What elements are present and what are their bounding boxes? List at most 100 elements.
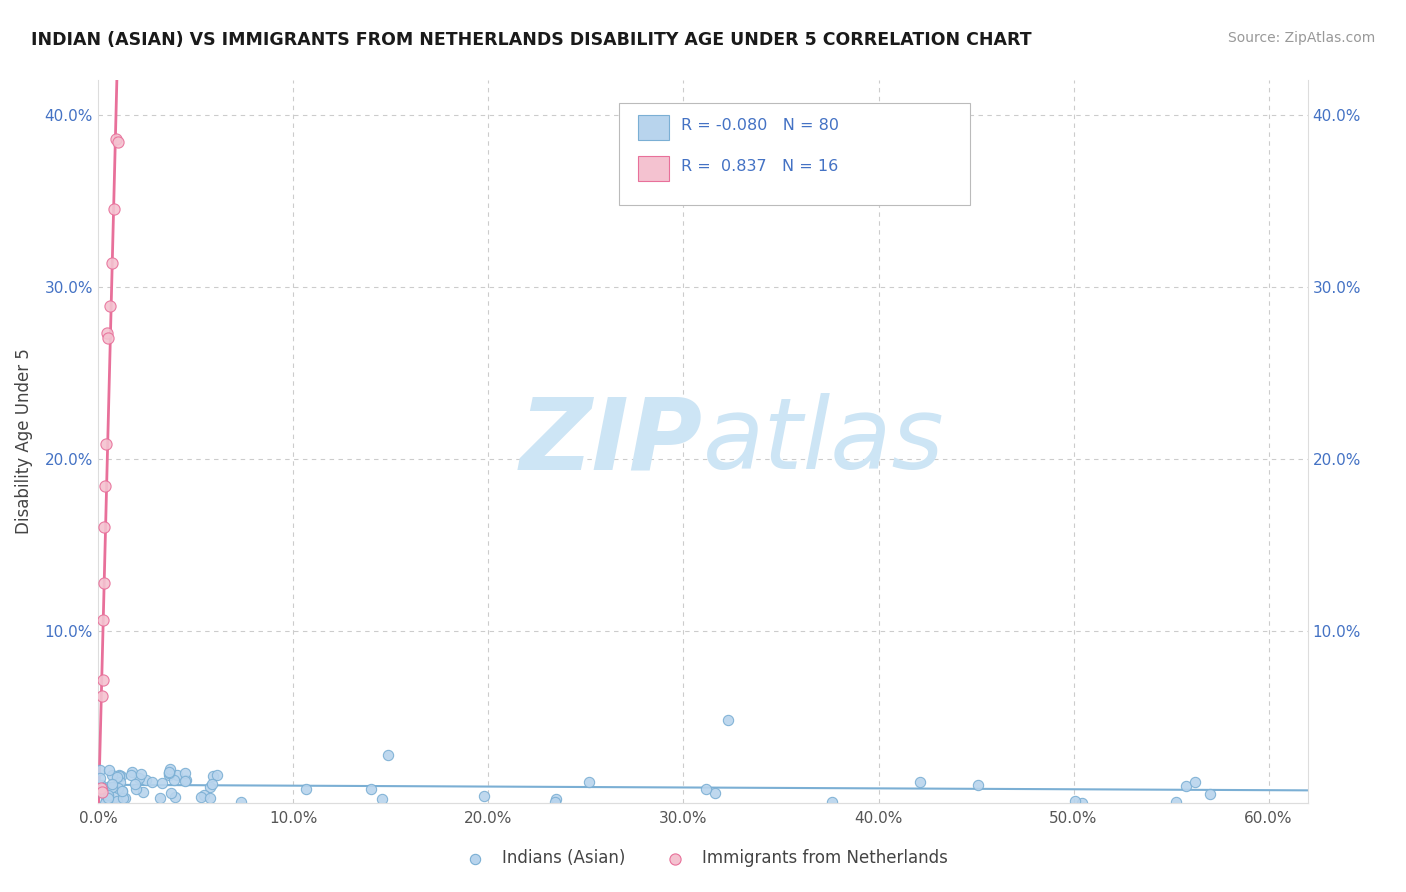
Point (98, 299, 121, 313)
Point (129, 767, 152, 781)
Point (90, 784, 112, 798)
Point (704, 787, 727, 801)
Point (131, 785, 153, 799)
Point (100, 777, 122, 791)
Point (198, 791, 221, 805)
Point (1064, 794, 1087, 808)
Point (114, 790, 136, 805)
Point (135, 772, 157, 787)
Point (159, 762, 181, 776)
Text: R =  0.837   N = 16: R = 0.837 N = 16 (681, 160, 838, 174)
Point (229, 795, 252, 809)
Point (112, 791, 135, 805)
Point (141, 775, 163, 789)
Point (149, 791, 172, 805)
Point (166, 768, 188, 782)
Point (578, 775, 600, 789)
Point (157, 768, 180, 782)
Point (96, 437, 118, 451)
Point (190, 789, 212, 804)
Point (201, 777, 224, 791)
Point (159, 786, 181, 800)
Point (111, 784, 134, 798)
Point (107, 135, 129, 149)
Point (104, 790, 127, 805)
Point (157, 764, 180, 779)
Point (94, 793, 117, 807)
Point (150, 776, 173, 790)
Point (91, 690, 114, 704)
Point (107, 781, 129, 796)
Point (97, 788, 120, 802)
Point (128, 771, 150, 785)
Point (1175, 779, 1198, 793)
Point (110, 769, 132, 783)
Point (1199, 787, 1222, 801)
Point (94, 479, 117, 493)
Point (371, 792, 394, 806)
Point (97, 790, 120, 805)
Point (295, 781, 318, 796)
Text: INDIAN (ASIAN) VS IMMIGRANTS FROM NETHERLANDS DISABILITY AGE UNDER 5 CORRELATION: INDIAN (ASIAN) VS IMMIGRANTS FROM NETHER… (31, 31, 1032, 49)
Legend: Indians (Asian), Immigrants from Netherlands: Indians (Asian), Immigrants from Netherl… (451, 843, 955, 874)
Point (1164, 795, 1187, 809)
Point (165, 789, 187, 804)
Point (1070, 796, 1092, 810)
Point (107, 769, 129, 783)
Point (90, 784, 112, 798)
Point (202, 769, 225, 783)
Point (163, 773, 186, 788)
Point (97, 794, 120, 808)
Point (821, 795, 844, 809)
Point (103, 202, 125, 216)
Point (107, 768, 129, 782)
Point (105, 770, 128, 784)
Point (93, 576, 115, 591)
Text: ZIP: ZIP (520, 393, 703, 490)
Point (91, 673, 114, 687)
Point (97, 331, 120, 345)
Text: atlas: atlas (703, 393, 945, 490)
Point (89, 771, 111, 785)
Point (101, 780, 124, 794)
Point (111, 783, 134, 797)
Point (105, 780, 128, 794)
Point (198, 780, 221, 795)
Point (94, 796, 117, 810)
Point (104, 132, 127, 146)
Point (472, 789, 495, 803)
Point (120, 767, 142, 781)
Point (101, 768, 124, 782)
Point (96, 326, 118, 341)
Point (717, 713, 740, 727)
Point (377, 747, 399, 762)
Text: R = -0.080   N = 80: R = -0.080 N = 80 (681, 119, 838, 133)
Point (94, 786, 117, 800)
Point (101, 256, 124, 270)
Point (90, 778, 112, 792)
Point (97, 780, 120, 794)
Point (91, 614, 114, 628)
Point (157, 766, 180, 780)
Point (360, 782, 382, 797)
Point (108, 775, 131, 789)
Point (121, 765, 143, 780)
Point (107, 794, 129, 808)
Point (98, 764, 121, 778)
Point (544, 795, 567, 809)
Point (91, 781, 114, 796)
Point (193, 788, 215, 802)
Point (205, 768, 228, 782)
Point (966, 778, 988, 792)
Point (90, 780, 112, 795)
Y-axis label: Disability Age Under 5: Disability Age Under 5 (15, 349, 34, 534)
Point (89, 764, 111, 778)
Point (93, 520, 115, 534)
Point (157, 765, 180, 780)
Point (173, 765, 195, 780)
Point (125, 781, 148, 796)
Point (910, 775, 932, 789)
Point (544, 791, 567, 805)
Point (695, 782, 717, 797)
Point (173, 774, 195, 789)
